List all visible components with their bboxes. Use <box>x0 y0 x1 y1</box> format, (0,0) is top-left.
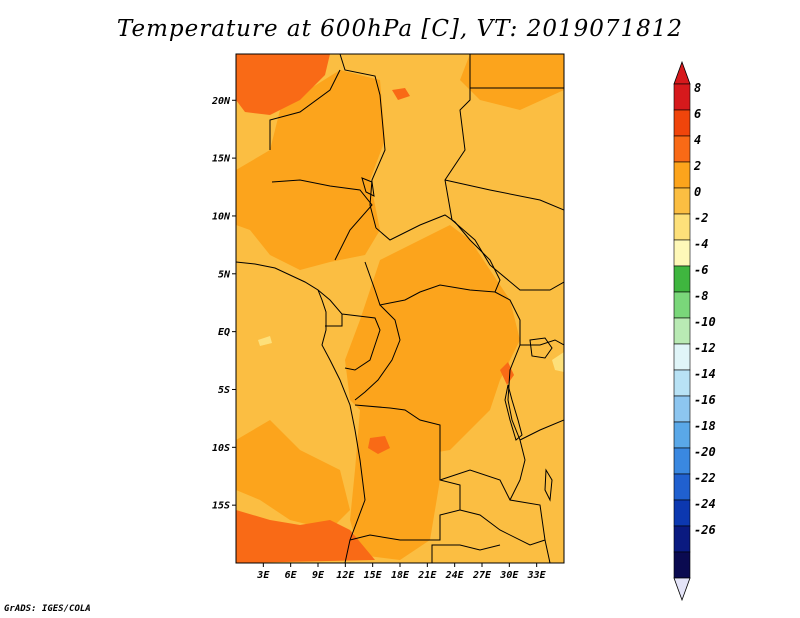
colorbar-swatch <box>673 213 691 241</box>
lon-tick-label: 3E <box>256 570 270 581</box>
border-zambia <box>439 469 546 546</box>
field-warm-region-south <box>236 420 350 530</box>
lat-tick-label: 20N <box>211 96 231 107</box>
colorbar-swatch <box>673 187 691 215</box>
field-warm-region-north <box>236 70 385 270</box>
lake-tanganyika <box>504 384 523 441</box>
field-warm-region-central <box>345 225 520 455</box>
colorbar-label: -18 <box>694 419 716 433</box>
field-hot-region-southwest <box>236 510 375 563</box>
field-hot-spot-angola <box>368 436 390 454</box>
colorbar-swatch <box>673 239 691 267</box>
colorbar-label: -16 <box>694 393 716 407</box>
colorbar-swatch <box>673 369 691 397</box>
border-east-africa <box>489 264 564 441</box>
colorbar-label: 2 <box>693 159 701 173</box>
border-angola <box>349 404 461 541</box>
field-warm-region-northeast <box>460 54 564 110</box>
field-hot-spot-sahara <box>392 88 410 100</box>
colorbar-swatch <box>673 473 691 501</box>
lat-tick-label: 10S <box>212 443 230 454</box>
colorbar-label: -22 <box>694 471 716 485</box>
lon-tick-label: 30E <box>499 570 519 581</box>
colorbar-swatch <box>673 395 691 423</box>
lake-chad <box>361 177 375 197</box>
lon-tick-label: 27E <box>472 570 492 581</box>
lat-tick-label: 15S <box>212 501 230 512</box>
colorbar-swatch <box>673 109 691 137</box>
colorbar-label: -20 <box>694 445 716 459</box>
lon-tick-label: 12E <box>336 570 355 581</box>
lat-tick-label: 10N <box>212 211 231 222</box>
lon-tick-label: 9E <box>312 570 325 581</box>
temperature-field <box>236 54 564 563</box>
border-southern <box>431 539 551 563</box>
longitude-axis: 3E 6E 9E 12E 15E 18E 21E 24E 27E 30E 33E <box>256 563 547 581</box>
colorbar: 8 6 4 2 0 -2 -4 -6 -8 -10 -12 -14 -16 -18 -20 -22 -24 -26 <box>673 60 716 602</box>
colorbar-swatch <box>673 317 691 345</box>
lake-victoria <box>529 337 553 359</box>
colorbar-swatch <box>673 525 691 553</box>
colorbar-swatch <box>673 265 691 293</box>
colorbar-label: -10 <box>694 315 716 329</box>
colorbar-label: -14 <box>694 367 716 381</box>
country-borders <box>236 54 564 563</box>
lon-tick-label: 21E <box>417 570 437 581</box>
colorbar-swatch <box>673 447 691 475</box>
field-cool-patch-east <box>552 352 564 372</box>
lat-tick-label: 5N <box>218 269 231 280</box>
colorbar-label: 6 <box>694 107 701 121</box>
colorbar-swatch <box>673 135 691 163</box>
border-sudan-east <box>444 87 564 211</box>
lat-tick-label: EQ <box>218 327 230 338</box>
lake-malawi <box>544 468 553 502</box>
colorbar-swatch <box>673 343 691 371</box>
field-cool-patch-equator <box>258 336 272 346</box>
lon-tick-label: 6E <box>285 570 298 581</box>
field-hot-region-northwest <box>236 54 330 115</box>
colorbar-label: 4 <box>694 133 701 147</box>
colorbar-swatch <box>673 161 691 189</box>
colorbar-label: -8 <box>694 289 708 303</box>
colorbar-label: -2 <box>694 211 708 225</box>
colorbar-swatch <box>673 551 691 579</box>
latitude-axis: 20N 15N 10N 5N EQ 5S 10S 15S <box>211 96 236 512</box>
lat-tick-label: 15N <box>212 154 231 165</box>
colorbar-swatch <box>673 83 691 111</box>
colorbar-label: -24 <box>694 497 716 511</box>
lat-tick-label: 5S <box>218 385 230 396</box>
lon-tick-label: 24E <box>445 570 465 581</box>
chart-title: Temperature at 600hPa [C], VT: 201907181… <box>116 16 684 42</box>
colorbar-top-arrow <box>673 60 691 85</box>
lon-tick-label: 33E <box>527 570 547 581</box>
colorbar-label: -4 <box>694 237 708 251</box>
border-drc-east <box>494 291 526 501</box>
colorbar-label: 0 <box>694 185 701 199</box>
border-niger-chad <box>339 54 386 229</box>
border-chad-sudan <box>444 54 491 266</box>
coastline-west-africa <box>236 261 366 563</box>
lon-tick-label: 15E <box>364 570 383 581</box>
colorbar-swatch <box>673 499 691 527</box>
grads-credit: GrADS: IGES/COLA <box>4 604 91 614</box>
colorbar-label: 8 <box>694 81 701 95</box>
colorbar-label: -6 <box>694 263 708 277</box>
colorbar-bottom-arrow <box>673 577 691 602</box>
colorbar-label: -26 <box>694 523 716 537</box>
colorbar-swatch <box>673 421 691 449</box>
lon-tick-label: 18E <box>391 570 410 581</box>
colorbar-label: -12 <box>694 341 716 355</box>
border-nigeria <box>269 69 373 261</box>
colorbar-swatch <box>673 291 691 319</box>
border-cameroon-gabon <box>317 289 381 371</box>
border-car <box>364 214 501 306</box>
border-congo-drc <box>354 304 401 401</box>
